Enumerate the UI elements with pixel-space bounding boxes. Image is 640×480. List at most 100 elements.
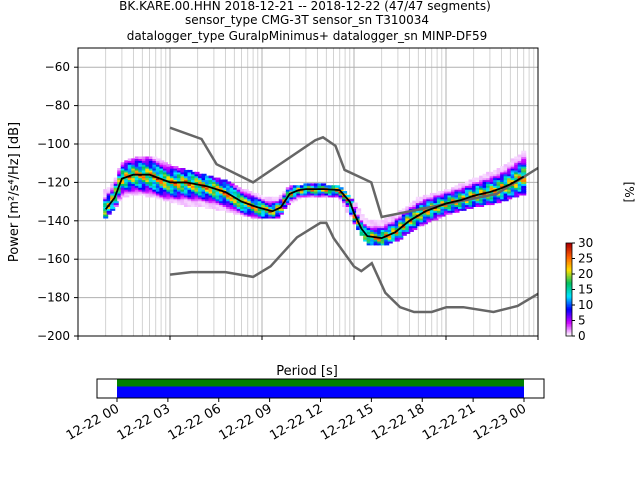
psd-cell	[461, 187, 467, 190]
psd-cell	[493, 200, 499, 204]
psd-cell	[457, 202, 464, 206]
title-line-3: datalogger_type GuralpMinimus+ datalogge…	[127, 29, 488, 43]
psd-cell	[405, 227, 411, 231]
psd-cell	[113, 183, 119, 186]
psd-cell	[166, 187, 172, 190]
psd-cell	[394, 237, 400, 240]
psd-cell	[507, 189, 513, 192]
psd-cell	[415, 221, 421, 225]
psd-cell	[134, 177, 140, 181]
psd-cell	[278, 200, 284, 204]
psd-cell	[131, 160, 137, 163]
psd-cell	[503, 196, 509, 200]
psd-cell	[517, 154, 523, 158]
psd-cell	[159, 162, 165, 165]
psd-cell	[215, 204, 221, 207]
psd-cell	[521, 192, 527, 196]
psd-cell	[320, 185, 327, 188]
psd-cell	[489, 171, 495, 175]
psd-cell	[475, 181, 481, 184]
psd-cell	[447, 204, 453, 207]
psd-cell	[296, 196, 302, 200]
psd-cell	[226, 198, 232, 202]
psd-cell	[282, 206, 288, 209]
psd-cell	[433, 217, 439, 221]
psd-cell	[461, 189, 467, 192]
psd-cell	[285, 189, 291, 192]
psd-cell	[408, 229, 414, 232]
psd-cell	[264, 202, 270, 206]
psd-cell	[517, 175, 523, 179]
psd-cell	[194, 189, 200, 192]
psd-cell	[380, 225, 386, 229]
psd-cell	[503, 198, 509, 202]
psd-cell	[433, 202, 439, 206]
psd-cell	[419, 214, 425, 217]
psd-cell	[313, 192, 319, 196]
psd-cell	[510, 192, 516, 196]
psd-cell	[296, 192, 302, 196]
psd-cell	[180, 173, 186, 177]
psd-cell	[134, 171, 140, 175]
psd-cell	[468, 183, 474, 186]
psd-cell	[275, 212, 281, 215]
psd-cell	[313, 191, 319, 194]
colorbar-swatch	[566, 270, 572, 273]
psd-cell	[517, 179, 523, 183]
psd-cell	[419, 204, 425, 207]
psd-cell	[359, 221, 365, 225]
colorbar-swatch	[566, 332, 572, 335]
y-axis-label: Power [m²/s⁴/Hz] [dB]	[7, 122, 22, 262]
psd-cell	[408, 204, 414, 207]
psd-cell	[162, 189, 168, 192]
psd-cell	[335, 191, 341, 194]
psd-cell	[349, 202, 355, 206]
psd-cell	[138, 181, 144, 184]
psd-cell	[166, 183, 172, 186]
psd-cell	[155, 183, 161, 186]
psd-cell	[450, 194, 457, 198]
psd-cell	[486, 183, 492, 186]
psd-cell	[377, 225, 383, 229]
psd-cell	[222, 189, 228, 192]
psd-cell	[482, 181, 488, 184]
psd-cell	[113, 198, 119, 202]
psd-cell	[292, 192, 298, 196]
psd-cell	[138, 169, 144, 173]
psd-cell	[145, 179, 151, 183]
psd-cell	[489, 183, 495, 186]
psd-cell	[254, 208, 260, 211]
colorbar-tick-label: 15	[578, 283, 593, 297]
psd-cell	[159, 160, 165, 163]
colorbar-swatch	[566, 308, 572, 311]
psd-cell	[440, 200, 446, 204]
psd-cell	[465, 194, 471, 198]
psd-cell	[517, 158, 523, 161]
colorbar-swatch	[566, 255, 572, 258]
psd-cell	[152, 192, 158, 196]
psd-cell	[387, 237, 393, 240]
psd-cell	[247, 204, 253, 207]
psd-cell	[345, 196, 351, 200]
psd-cell	[219, 208, 225, 211]
colorbar-swatch	[566, 297, 572, 300]
psd-cell	[106, 187, 112, 190]
psd-cell	[507, 181, 513, 184]
psd-cell	[275, 214, 281, 217]
psd-cell	[212, 191, 218, 194]
psd-cell	[261, 210, 267, 213]
psd-cell	[496, 185, 502, 188]
psd-cell	[507, 179, 513, 183]
psd-cell	[510, 169, 516, 173]
psd-cell	[391, 237, 397, 240]
psd-cell	[215, 206, 221, 209]
psd-cell	[162, 169, 168, 173]
psd-cell	[377, 240, 383, 244]
psd-cell	[503, 189, 509, 192]
psd-cell	[461, 194, 467, 198]
psd-cell	[443, 204, 449, 207]
psd-cell	[401, 233, 407, 236]
psd-cell	[120, 162, 126, 165]
psd-cell	[176, 175, 182, 179]
psd-cell	[521, 171, 527, 175]
